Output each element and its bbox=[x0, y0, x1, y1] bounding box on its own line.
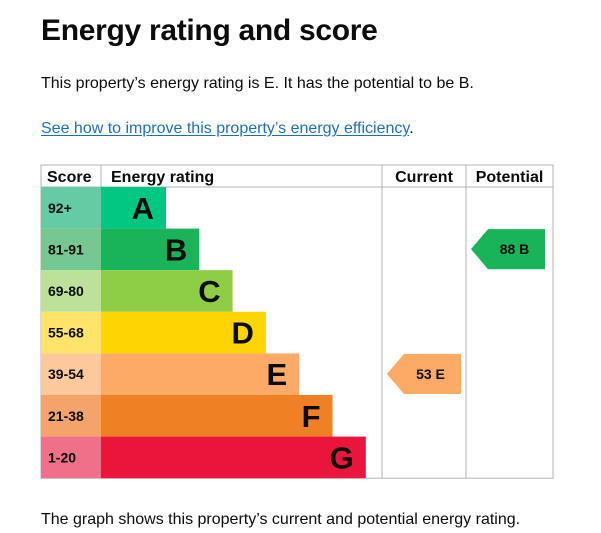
score-range-g: 1-20 bbox=[48, 449, 76, 465]
band-letter-f: F bbox=[302, 399, 321, 434]
band-letter-c: C bbox=[198, 274, 220, 309]
score-range-c: 69-80 bbox=[48, 283, 84, 299]
score-cell-f bbox=[41, 395, 101, 437]
header-energy-rating: Energy rating bbox=[111, 169, 214, 186]
score-range-d: 55-68 bbox=[48, 325, 84, 341]
header-score: Score bbox=[47, 169, 92, 186]
rating-summary: This property’s energy rating is E. It h… bbox=[41, 75, 474, 92]
score-range-e: 39-54 bbox=[48, 366, 84, 382]
band-letter-g: G bbox=[330, 440, 354, 475]
score-cell-d bbox=[41, 311, 101, 354]
band-letter-b: B bbox=[165, 232, 187, 267]
page-title: Energy rating and score bbox=[41, 14, 378, 47]
score-range-a: 92+ bbox=[48, 200, 72, 216]
band-bar-d bbox=[101, 311, 266, 354]
header-potential: Potential bbox=[476, 169, 544, 186]
band-bar-f bbox=[101, 395, 333, 437]
band-bar-c bbox=[101, 270, 233, 312]
score-range-b: 81-91 bbox=[48, 241, 84, 257]
score-cell-g bbox=[41, 436, 101, 479]
graph-description: The graph shows this property’s current … bbox=[41, 511, 521, 528]
score-cell-c bbox=[41, 270, 101, 312]
score-cell-e bbox=[41, 353, 101, 395]
band-bar-b bbox=[101, 228, 200, 271]
band-bar-e bbox=[101, 353, 300, 395]
improve-link-line: See how to improve this property’s energ… bbox=[41, 120, 414, 138]
score-cell-b bbox=[41, 228, 101, 271]
band-bar-a bbox=[101, 187, 166, 229]
current-rating-label: 53 E bbox=[416, 366, 445, 382]
current-rating-arrow bbox=[387, 353, 461, 394]
potential-rating-arrow bbox=[471, 229, 545, 270]
band-letter-e: E bbox=[267, 357, 288, 392]
score-cell-a bbox=[41, 187, 101, 229]
score-range-f: 21-38 bbox=[48, 408, 84, 424]
link-suffix: . bbox=[409, 120, 414, 137]
header-current: Current bbox=[395, 169, 453, 186]
band-bar-g bbox=[101, 436, 366, 479]
band-letter-a: A bbox=[132, 191, 154, 226]
potential-rating-label: 88 B bbox=[500, 241, 530, 257]
improve-efficiency-link[interactable]: See how to improve this property’s energ… bbox=[41, 120, 410, 137]
band-letter-d: D bbox=[232, 316, 254, 351]
